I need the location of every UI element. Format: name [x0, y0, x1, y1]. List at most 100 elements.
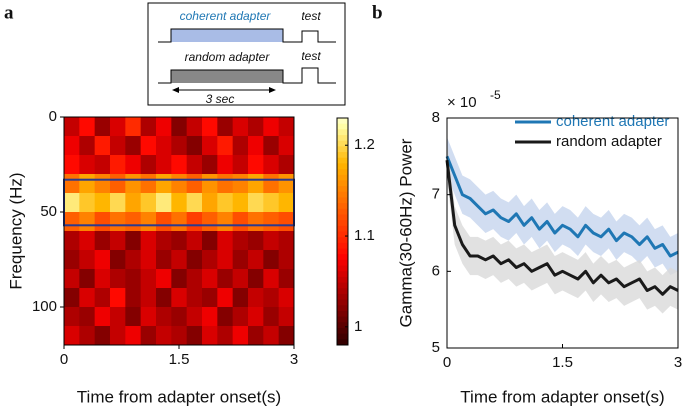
- heat-cell: [248, 269, 264, 289]
- y-tick-label: 6: [432, 262, 440, 279]
- heat-cell: [110, 231, 126, 251]
- heat-cell: [217, 231, 234, 251]
- colorbar-step: [337, 248, 348, 255]
- heat-cell: [232, 326, 249, 346]
- heat-cell: [79, 269, 96, 289]
- colorbar-step: [337, 118, 348, 125]
- y-multiplier: × 10: [447, 94, 477, 111]
- coherent-trace: [158, 28, 336, 43]
- y-axis-label: Gamma(30-60Hz) Power: [396, 138, 415, 327]
- heat-cell: [156, 193, 172, 213]
- heat-cell: [171, 136, 188, 156]
- heat-cell: [232, 212, 249, 232]
- heat-cell: [278, 250, 295, 270]
- inset-label: test: [301, 9, 321, 23]
- heat-cell: [125, 269, 142, 289]
- heat-cell: [140, 288, 157, 308]
- heat-cell: [263, 231, 280, 251]
- heat-cell: [217, 193, 234, 213]
- heat-cell: [125, 288, 142, 308]
- heat-cell: [263, 250, 280, 270]
- heat-cell: [263, 307, 280, 327]
- y-tick-label: 100: [32, 298, 57, 315]
- y-tick-label: 50: [40, 203, 57, 220]
- heat-cell: [248, 326, 264, 346]
- heat-cell: [186, 250, 203, 270]
- colorbar-step: [337, 220, 348, 227]
- heat-cell: [140, 269, 157, 289]
- heat-cell: [263, 212, 280, 232]
- heat-cell: [64, 231, 80, 251]
- legend-label: random adapter: [556, 133, 662, 150]
- heat-cell: [278, 155, 295, 175]
- heat-cell: [202, 288, 218, 308]
- heat-cell: [171, 117, 188, 137]
- heat-cell: [94, 136, 111, 156]
- y-tick-label: 5: [432, 339, 440, 356]
- inset-label: coherent adapter: [180, 9, 272, 23]
- heat-cell: [64, 250, 80, 270]
- colorbar-tick-label: 1.2: [354, 136, 375, 153]
- heat-cell: [79, 231, 96, 251]
- heat-cell: [232, 250, 249, 270]
- heat-cell: [110, 117, 126, 137]
- heat-cell: [140, 212, 157, 232]
- heat-cell: [217, 174, 234, 194]
- heat-cell: [79, 174, 96, 194]
- x-tick-label: 1.5: [552, 354, 573, 371]
- heat-cell: [94, 155, 111, 175]
- heat-cell: [125, 117, 142, 137]
- colorbar-step: [337, 197, 348, 204]
- colorbar-step: [337, 271, 348, 278]
- error-band: [447, 141, 678, 314]
- heat-cell: [278, 269, 295, 289]
- heat-cell: [125, 193, 142, 213]
- colorbar-step: [337, 282, 348, 289]
- heat-cell: [263, 117, 280, 137]
- heat-cell: [278, 288, 295, 308]
- colorbar-step: [337, 265, 348, 272]
- colorbar-step: [337, 169, 348, 176]
- heat-cell: [156, 117, 172, 137]
- colorbar-step: [337, 174, 348, 181]
- heat-cell: [248, 212, 264, 232]
- heat-cell: [171, 307, 188, 327]
- heat-cell: [186, 326, 203, 346]
- heat-cell: [110, 288, 126, 308]
- heat-cell: [64, 326, 80, 346]
- heat-cell: [125, 155, 142, 175]
- colorbar-step: [337, 140, 348, 147]
- heat-cell: [263, 174, 280, 194]
- colorbar-step: [337, 129, 348, 136]
- heat-cell: [156, 174, 172, 194]
- heat-cell: [156, 250, 172, 270]
- heat-cell: [186, 288, 203, 308]
- heat-cell: [110, 269, 126, 289]
- heat-cell: [248, 288, 264, 308]
- heat-cell: [140, 326, 157, 346]
- heat-cell: [248, 136, 264, 156]
- colorbar-step: [337, 152, 348, 159]
- heat-cell: [64, 307, 80, 327]
- heat-cell: [171, 174, 188, 194]
- heat-cell: [171, 250, 188, 270]
- colorbar-step: [337, 146, 348, 153]
- heat-cell: [79, 193, 96, 213]
- plot-frame: [446, 117, 679, 349]
- heat-cell: [232, 288, 249, 308]
- x-tick-label: 0: [443, 354, 451, 371]
- colorbar-step: [337, 299, 348, 306]
- heat-cell: [186, 212, 203, 232]
- heat-cell: [278, 231, 295, 251]
- y-tick-label: 7: [432, 186, 440, 203]
- heat-cell: [278, 212, 295, 232]
- heat-cell: [217, 307, 234, 327]
- colorbar-step: [337, 259, 348, 267]
- heat-cell: [110, 212, 126, 232]
- colorbar-step: [337, 276, 348, 284]
- heat-cell: [64, 193, 80, 213]
- colorbar-tick-label: 1: [354, 318, 362, 335]
- heat-cell: [156, 231, 172, 251]
- heat-cell: [263, 269, 280, 289]
- heat-cell: [79, 307, 96, 327]
